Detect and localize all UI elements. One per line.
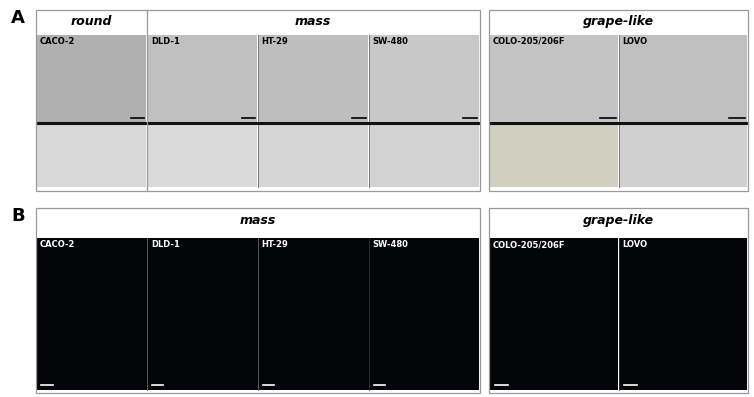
Text: mass: mass [295,15,332,28]
Text: DLD-1: DLD-1 [151,37,179,46]
Text: LOVO: LOVO [623,240,648,249]
Text: grape-like: grape-like [583,15,654,28]
Text: CACO-2: CACO-2 [40,240,75,249]
Text: LOVO: LOVO [623,37,648,46]
Text: CACO-2: CACO-2 [40,37,75,46]
Text: SW-480: SW-480 [372,37,409,46]
Text: COLO-205/206F: COLO-205/206F [493,37,566,46]
Text: DLD-1: DLD-1 [151,240,179,249]
Text: COLO-205/206F: COLO-205/206F [493,240,566,249]
Text: round: round [71,15,112,28]
Text: A: A [11,9,25,27]
Text: mass: mass [240,214,276,227]
Text: B: B [11,207,25,225]
Text: grape-like: grape-like [583,214,654,227]
Text: SW-480: SW-480 [372,240,409,249]
Text: HT-29: HT-29 [262,37,288,46]
Text: HT-29: HT-29 [262,240,288,249]
